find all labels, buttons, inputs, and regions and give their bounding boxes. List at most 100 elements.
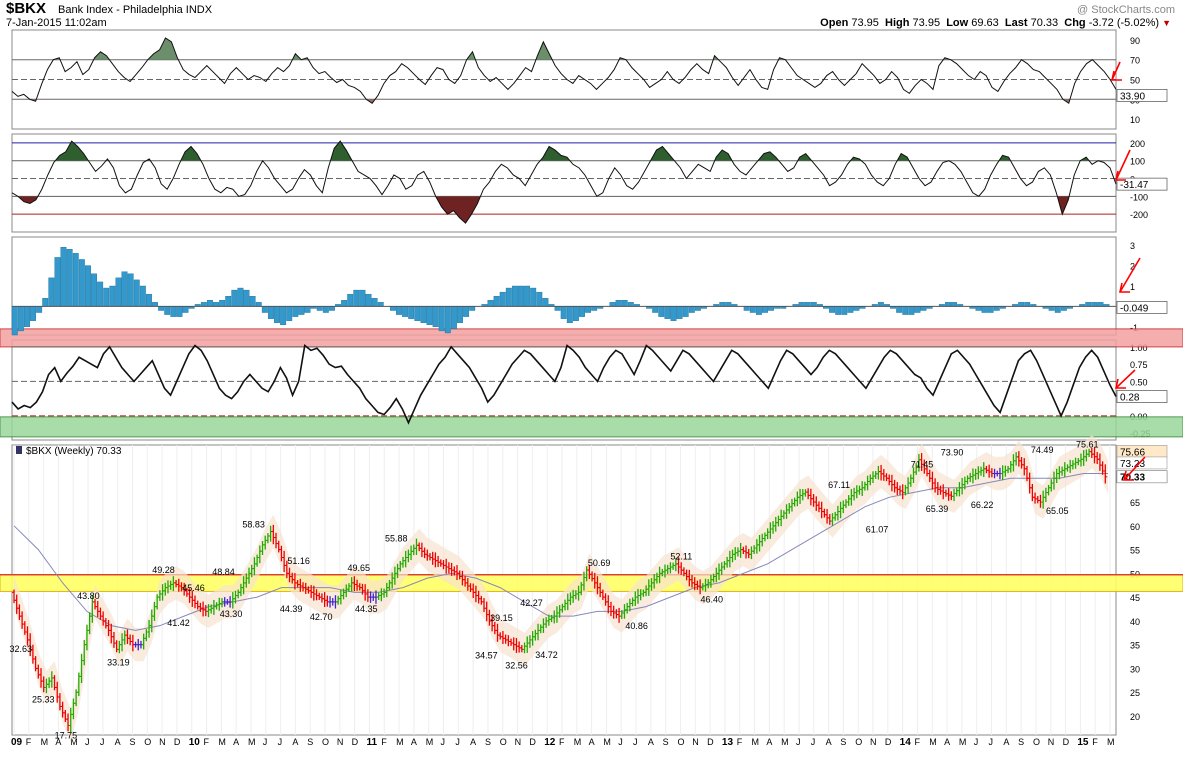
histogram-bar [450, 306, 457, 330]
y-tick-label-oscillator: 0.50 [1130, 377, 1148, 387]
y-tick-label-price: 45 [1130, 593, 1140, 603]
histogram-bar [457, 306, 463, 323]
price-annotation-label: 46.40 [700, 594, 723, 604]
x-tick-label: M [603, 737, 611, 747]
histogram-bar [158, 306, 165, 311]
histogram-bar [200, 302, 207, 307]
histogram-bar [743, 306, 750, 311]
price-annotation-label: 40.86 [625, 621, 648, 631]
x-tick-label: A [826, 737, 832, 747]
price-annotation-label: 75.61 [1076, 440, 1099, 450]
histogram-bar [585, 306, 592, 313]
histogram-bar [103, 287, 110, 307]
histogram-bar [1018, 302, 1025, 307]
chg-value: -3.72 (-5.02%) [1088, 17, 1160, 29]
histogram-bar [170, 306, 177, 317]
histogram-bar [30, 306, 36, 321]
price-annotation-label: 65.39 [926, 504, 949, 514]
low-label: Low [946, 17, 969, 29]
price-panel-title: $BKX (Weekly) 70.33 [26, 446, 122, 457]
price-annotation-label: 74.49 [1031, 445, 1054, 455]
x-tick-label: O [500, 737, 507, 747]
price-annotation-label: 39.15 [490, 613, 513, 623]
watermark: @ StockCharts.com [1077, 4, 1175, 16]
x-tick-label: D [707, 737, 714, 747]
x-tick-label: F [26, 737, 32, 747]
x-tick-label: J [811, 737, 816, 747]
histogram-bar [676, 306, 683, 319]
red-arrow-icon [1123, 456, 1146, 481]
red-arrow-head-icon [1119, 282, 1130, 293]
histogram-bar [1091, 302, 1098, 307]
histogram-bar [951, 302, 958, 307]
series-line-oscillator [11, 344, 1117, 425]
price-annotation-label: 48.84 [212, 567, 235, 577]
histogram-bar [658, 306, 665, 317]
right-value-label: 70.33 [1120, 473, 1145, 484]
last-value-box-oscillator [1116, 390, 1168, 403]
histogram-bar [121, 271, 128, 307]
histogram-bar [981, 306, 988, 313]
x-tick-label: F [1092, 737, 1098, 747]
x-tick-label: N [337, 737, 344, 747]
histogram-bar [1054, 306, 1061, 313]
histogram-bar [945, 302, 951, 307]
histogram-bar [499, 291, 506, 307]
x-tick-label: M [426, 737, 434, 747]
symbol-label: $BKX [6, 0, 47, 17]
x-tick-label: N [159, 737, 166, 747]
histogram-bar [298, 306, 305, 315]
y-tick-label-rsi: 10 [1130, 115, 1140, 125]
x-tick-label: D [174, 737, 181, 747]
histogram-bar [993, 306, 1000, 311]
histogram-bar [286, 306, 293, 321]
histogram-bar [292, 306, 299, 317]
x-tick-label: N [692, 737, 699, 747]
price-annotation-label: 58.83 [242, 519, 265, 529]
x-tick-label: 12 [544, 737, 556, 748]
y-tick-label-histogram: 1 [1130, 282, 1135, 292]
red-arrow-head-icon [1111, 70, 1122, 81]
histogram-bar [579, 306, 585, 317]
y-tick-label-rsi: 50 [1130, 76, 1140, 86]
x-tick-label: M [1107, 737, 1115, 747]
x-tick-label: S [663, 737, 669, 747]
histogram-bar [414, 306, 421, 321]
histogram-bar [719, 302, 726, 307]
histogram-bar [219, 300, 226, 307]
histogram-bar [402, 306, 409, 317]
x-tick-label: D [352, 737, 359, 747]
x-tick-label: D [885, 737, 892, 747]
right-value-label: 75.66 [1120, 447, 1145, 458]
histogram-bar [902, 306, 909, 315]
price-annotation-label: 67.11 [828, 480, 850, 490]
red-arrow-icon [1115, 149, 1131, 181]
price-annotation-label: 34.72 [535, 650, 558, 660]
x-tick-label: S [307, 737, 313, 747]
y-tick-label-cci: -200 [1130, 210, 1148, 220]
histogram-bar [725, 302, 732, 307]
histogram-bar [182, 306, 189, 313]
x-tick-label: M [396, 737, 404, 747]
histogram-bar [987, 306, 994, 313]
last-value-box-cci [1116, 177, 1168, 191]
histogram-bar [48, 277, 55, 307]
histogram-bar [749, 306, 756, 313]
price-annotation-label: 41.42 [167, 618, 190, 628]
price-annotation-label: 50.69 [588, 558, 611, 568]
histogram-bar [1097, 302, 1104, 307]
histogram-bar [877, 302, 884, 307]
index-name: Bank Index - Philadelphia INDX [58, 4, 213, 16]
y-tick-label-rsi: 70 [1130, 56, 1140, 66]
histogram-bar [353, 289, 360, 307]
price-annotation-label: 32.63 [10, 644, 33, 654]
histogram-bar [420, 306, 427, 323]
histogram-bar [432, 306, 439, 328]
x-tick-label: J [989, 737, 994, 747]
panel-frame-cci [11, 133, 1117, 233]
x-tick-label: J [796, 737, 801, 747]
histogram-bar [225, 296, 232, 307]
x-tick-label: 15 [1077, 737, 1089, 748]
histogram-bar [11, 306, 18, 336]
quote-summary: Open 73.95 High 73.95 Low 69.63 Last 70.… [820, 17, 1171, 29]
